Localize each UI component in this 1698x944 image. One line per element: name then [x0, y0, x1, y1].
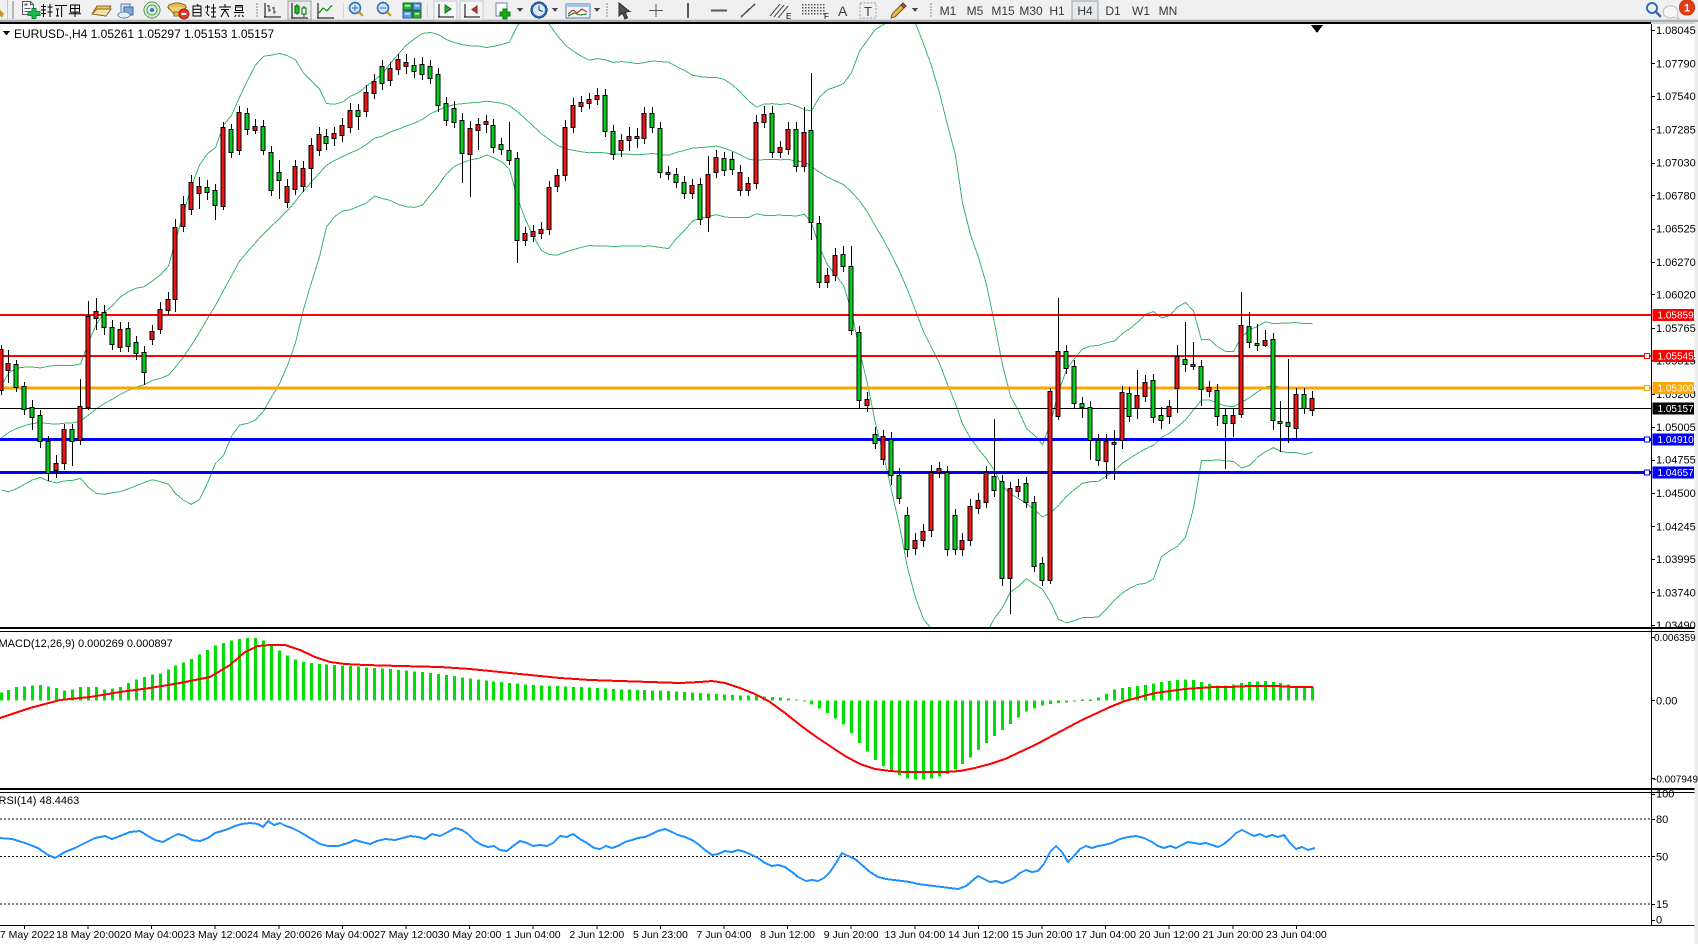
svg-text:1.05300: 1.05300: [1658, 384, 1695, 395]
svg-text:17 Jun 04:00: 17 Jun 04:00: [1075, 929, 1136, 941]
svg-text:M15: M15: [991, 4, 1015, 18]
svg-text:100: 100: [1656, 789, 1674, 801]
svg-text:H4: H4: [1077, 4, 1093, 18]
svg-text:23 May 12:00: 23 May 12:00: [183, 929, 247, 941]
svg-text:20 Jun 12:00: 20 Jun 12:00: [1139, 929, 1200, 941]
svg-text:8 Jun 12:00: 8 Jun 12:00: [760, 929, 815, 941]
svg-text:1.05157: 1.05157: [1658, 404, 1695, 415]
svg-text:1.07540: 1.07540: [1656, 91, 1696, 103]
svg-text:20 May 04:00: 20 May 04:00: [120, 929, 184, 941]
svg-text:18 May 20:00: 18 May 20:00: [56, 929, 120, 941]
svg-text:0.006359: 0.006359: [1654, 633, 1696, 644]
svg-text:H1: H1: [1049, 4, 1065, 18]
svg-text:27 May 12:00: 27 May 12:00: [374, 929, 438, 941]
svg-text:9 Jun 20:00: 9 Jun 20:00: [824, 929, 879, 941]
svg-text:17 May 2022: 17 May 2022: [0, 929, 55, 941]
svg-text:1.08045: 1.08045: [1656, 25, 1696, 37]
svg-text:1.05545: 1.05545: [1658, 352, 1695, 363]
svg-text:7 Jun 04:00: 7 Jun 04:00: [697, 929, 752, 941]
svg-text:-0.007949: -0.007949: [1653, 774, 1698, 785]
svg-text:MACD(12,26,9) 0.000269 0.00089: MACD(12,26,9) 0.000269 0.000897: [0, 638, 173, 650]
svg-text:M5: M5: [967, 4, 984, 18]
svg-text:80: 80: [1656, 814, 1668, 826]
svg-text:1.04755: 1.04755: [1656, 455, 1696, 467]
svg-text:2 Jun 12:00: 2 Jun 12:00: [569, 929, 624, 941]
svg-text:RSI(14) 48.4463: RSI(14) 48.4463: [0, 795, 79, 807]
svg-text:1.05859: 1.05859: [1658, 311, 1695, 322]
svg-text:1.07285: 1.07285: [1656, 124, 1696, 136]
svg-text:1.06020: 1.06020: [1656, 290, 1696, 302]
svg-text:MN: MN: [1159, 4, 1178, 18]
svg-text:M30: M30: [1019, 4, 1043, 18]
svg-text:1.05005: 1.05005: [1656, 422, 1696, 434]
svg-text:21 Jun 20:00: 21 Jun 20:00: [1202, 929, 1263, 941]
svg-text:1.06270: 1.06270: [1656, 257, 1696, 269]
svg-text:0.00: 0.00: [1656, 696, 1677, 708]
svg-text:14 Jun 12:00: 14 Jun 12:00: [948, 929, 1009, 941]
svg-text:1.04500: 1.04500: [1656, 488, 1696, 500]
svg-text:30 May 20:00: 30 May 20:00: [438, 929, 502, 941]
svg-text:W1: W1: [1132, 4, 1150, 18]
svg-text:1.03740: 1.03740: [1656, 587, 1696, 599]
svg-text:1.04910: 1.04910: [1658, 435, 1695, 446]
svg-text:T: T: [864, 4, 872, 19]
svg-text:1: 1: [1684, 3, 1690, 15]
svg-text:23 Jun 04:00: 23 Jun 04:00: [1266, 929, 1327, 941]
svg-text:EURUSD-,H4 1.05261 1.05297 1.: EURUSD-,H4 1.05261 1.05297 1.05153 1.051…: [14, 27, 275, 41]
svg-text:15: 15: [1656, 899, 1668, 911]
svg-text:1.06525: 1.06525: [1656, 224, 1696, 236]
svg-text:5 Jun 23:00: 5 Jun 23:00: [633, 929, 688, 941]
svg-text:1.07790: 1.07790: [1656, 58, 1696, 70]
svg-text:24 May 20:00: 24 May 20:00: [247, 929, 311, 941]
svg-text:E: E: [786, 12, 791, 21]
svg-text:1.04657: 1.04657: [1658, 468, 1695, 479]
svg-text:1.03995: 1.03995: [1656, 554, 1696, 566]
svg-text:1.03490: 1.03490: [1656, 620, 1696, 632]
svg-text:M1: M1: [940, 4, 957, 18]
svg-text:1.04245: 1.04245: [1656, 521, 1696, 533]
svg-text:50: 50: [1656, 852, 1668, 864]
svg-text:15 Jun 20:00: 15 Jun 20:00: [1012, 929, 1073, 941]
svg-text:26 May 04:00: 26 May 04:00: [311, 929, 375, 941]
svg-text:1.05765: 1.05765: [1656, 323, 1696, 335]
svg-text:1 Jun 04:00: 1 Jun 04:00: [506, 929, 561, 941]
svg-text:1.06780: 1.06780: [1656, 190, 1696, 202]
svg-text:F: F: [824, 12, 829, 21]
svg-text:D1: D1: [1105, 4, 1121, 18]
svg-text:13 Jun 04:00: 13 Jun 04:00: [884, 929, 945, 941]
svg-text:A: A: [838, 3, 848, 19]
svg-text:1.07030: 1.07030: [1656, 158, 1696, 170]
svg-text:0: 0: [1656, 915, 1662, 927]
